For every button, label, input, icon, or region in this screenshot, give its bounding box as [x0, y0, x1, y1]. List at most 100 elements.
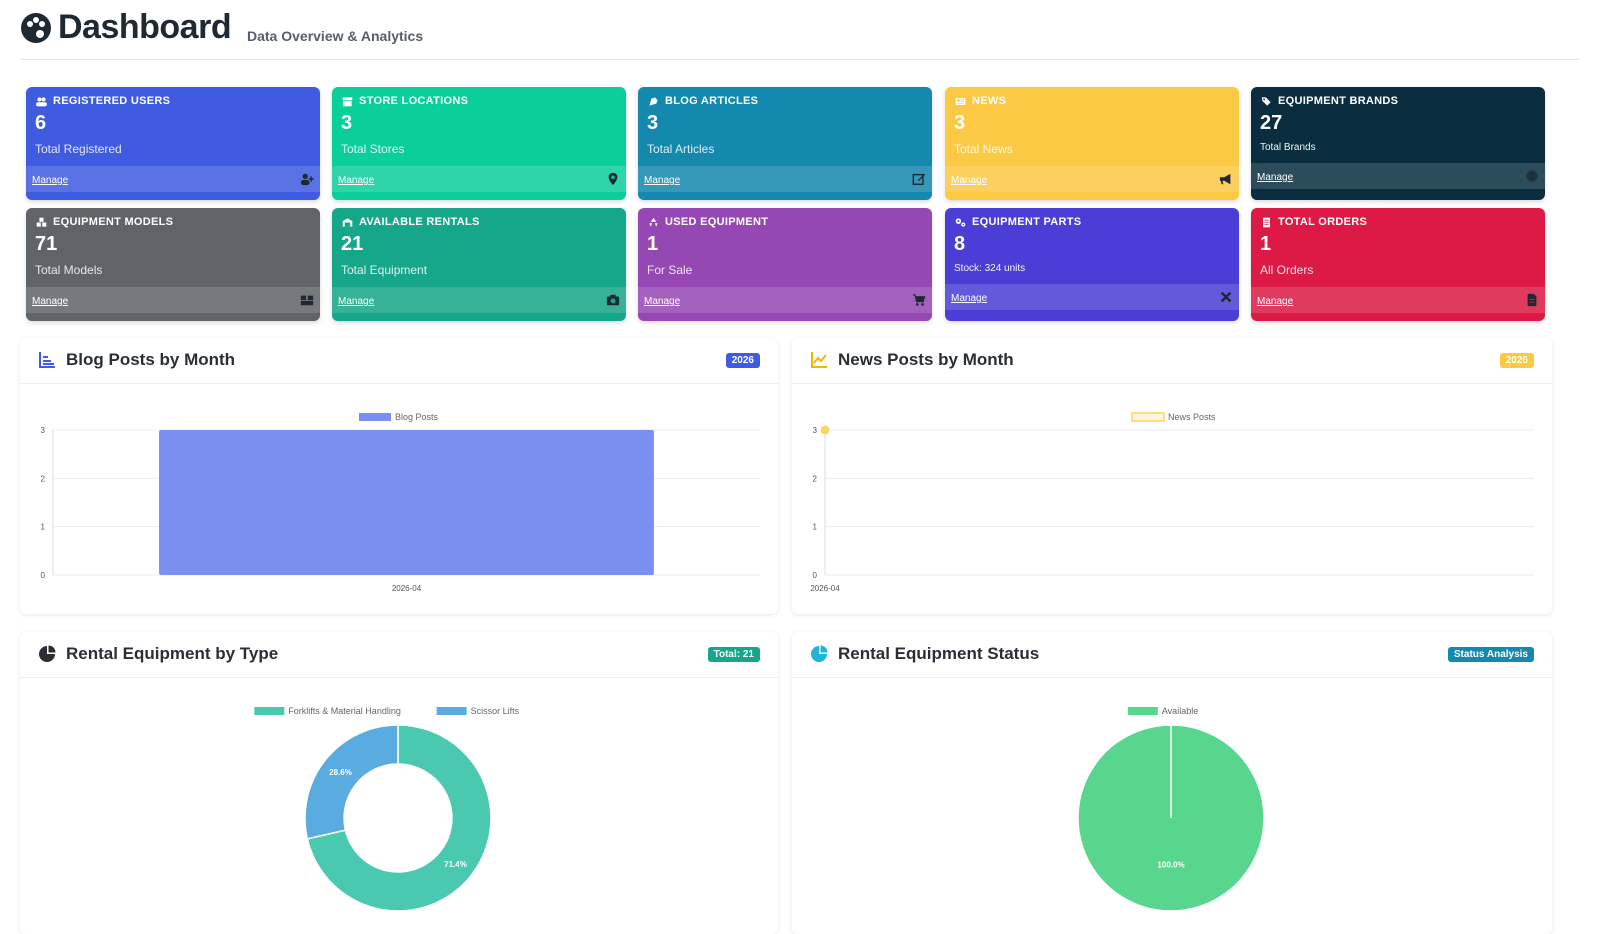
tools-icon[interactable] — [1219, 290, 1233, 304]
card-value: 6 — [35, 112, 47, 134]
store-icon — [342, 96, 353, 106]
card-value: 21 — [341, 233, 364, 255]
receipt-icon — [1263, 217, 1270, 227]
legend-label: Scissor Lifts — [471, 706, 520, 716]
newspaper-icon — [955, 97, 966, 105]
card-total-orders[interactable]: TOTAL ORDERS 1 All Orders Manage — [1251, 208, 1545, 321]
card-value: 27 — [1260, 112, 1283, 134]
legend-label: Blog Posts — [395, 412, 439, 422]
data-point — [820, 425, 830, 435]
card-used-equipment[interactable]: USED EQUIPMENT 1 For Sale Manage — [638, 208, 932, 321]
rental-status-panel: Rental Equipment Status Status Analysis … — [792, 632, 1552, 934]
x-tick-label: 2026-04 — [392, 584, 422, 593]
rental-type-chart: Forklifts & Material Handling Scissor Lif… — [254, 706, 520, 912]
y-tick-label: 3 — [41, 426, 46, 435]
card-subtitle: Total Registered — [35, 142, 122, 156]
card-title: USED EQUIPMENT — [665, 216, 769, 228]
warehouse-icon — [342, 217, 353, 227]
manage-link[interactable]: Manage — [32, 296, 69, 307]
legend-swatch — [1127, 707, 1158, 715]
legend-swatch — [436, 707, 467, 715]
recycle-icon — [649, 217, 658, 227]
panel-header: Rental Equipment Status Status Analysis — [792, 632, 1552, 678]
manage-link[interactable]: Manage — [1257, 172, 1294, 183]
manage-link[interactable]: Manage — [338, 175, 375, 186]
edit-icon[interactable] — [912, 172, 926, 186]
card-footer: Manage — [332, 287, 626, 313]
card-equipment-models[interactable]: EQUIPMENT MODELS 71 Total Models Manage — [26, 208, 320, 321]
card-value: 8 — [954, 233, 966, 255]
card-subtitle: For Sale — [647, 263, 693, 277]
card-value: 3 — [647, 112, 659, 134]
slice-label: 71.4% — [444, 860, 467, 869]
panel-title: News Posts by Month — [838, 350, 1014, 369]
year-badge: 2026 — [725, 353, 760, 368]
cart-icon[interactable] — [912, 293, 926, 307]
card-subtitle: Total Stores — [341, 142, 405, 156]
card-title: REGISTERED USERS — [53, 95, 171, 107]
boxes-icon[interactable] — [300, 293, 314, 307]
users-icon — [36, 96, 47, 106]
card-blog-articles[interactable]: BLOG ARTICLES 3 Total Articles Manage — [638, 87, 932, 200]
card-title: EQUIPMENT BRANDS — [1278, 95, 1399, 107]
card-value: 3 — [954, 112, 966, 134]
card-footer: Manage — [26, 287, 320, 313]
legend-swatch — [359, 413, 391, 421]
page-subtitle: Data Overview & Analytics — [247, 28, 424, 44]
card-subtitle: Total Articles — [647, 142, 715, 156]
card-equipment-brands[interactable]: EQUIPMENT BRANDS 27 Total Brands Manage — [1251, 87, 1545, 200]
y-tick-label: 2 — [41, 474, 46, 483]
panel-header: Rental Equipment by Type Total: 21 — [20, 632, 778, 678]
card-available-rentals[interactable]: AVAILABLE RENTALS 21 Total Equipment Man… — [332, 208, 626, 321]
map-pin-icon[interactable] — [606, 172, 620, 186]
card-subtitle: Total Brands — [1260, 142, 1316, 153]
megaphone-icon[interactable] — [1219, 172, 1233, 186]
card-title: NEWS — [972, 95, 1007, 107]
camera-icon[interactable] — [606, 293, 620, 307]
x-tick-label: 2026-04 — [810, 584, 840, 593]
manage-link[interactable]: Manage — [1257, 296, 1294, 307]
card-subtitle: Total Models — [35, 263, 103, 277]
card-footer: Manage — [945, 166, 1239, 192]
card-news[interactable]: NEWS 3 Total News Manage — [945, 87, 1239, 200]
manage-link[interactable]: Manage — [644, 175, 681, 186]
card-registered-users[interactable]: REGISTERED USERS 6 Total Registered Mana… — [26, 87, 320, 200]
slice-label: 28.6% — [329, 768, 352, 777]
card-title: STORE LOCATIONS — [359, 95, 469, 107]
y-tick-label: 2 — [813, 474, 818, 483]
card-footer: Manage — [945, 284, 1239, 310]
card-subtitle: Total Equipment — [341, 263, 428, 277]
bar — [159, 430, 654, 575]
card-footer: Manage — [638, 287, 932, 313]
status-badge: Status Analysis — [1447, 647, 1534, 662]
manage-link[interactable]: Manage — [32, 175, 69, 186]
card-store-locations[interactable]: STORE LOCATIONS 3 Total Stores Manage — [332, 87, 626, 200]
manage-link[interactable]: Manage — [644, 296, 681, 307]
card-subtitle: Stock: 324 units — [954, 263, 1026, 274]
card-equipment-parts[interactable]: EQUIPMENT PARTS 8 Stock: 324 units Manag… — [945, 208, 1239, 321]
legend-swatch — [1131, 412, 1165, 422]
card-value: 3 — [341, 112, 353, 134]
blog-icon — [649, 96, 658, 106]
pie-slice — [306, 724, 492, 912]
card-title: BLOG ARTICLES — [665, 95, 759, 107]
manage-link[interactable]: Manage — [338, 296, 375, 307]
copyright-icon[interactable] — [1525, 169, 1539, 183]
bar-chart-icon — [39, 352, 55, 368]
card-footer: Manage — [332, 166, 626, 192]
card-title: EQUIPMENT MODELS — [53, 216, 174, 228]
slice-label: 100.0% — [1157, 861, 1184, 870]
pie-slice — [304, 724, 399, 840]
manage-link[interactable]: Manage — [951, 293, 988, 304]
file-icon[interactable] — [1525, 293, 1539, 307]
card-value: 71 — [35, 233, 58, 255]
page-header: Dashboard Data Overview & Analytics — [20, 8, 1580, 60]
y-tick-label: 0 — [813, 571, 818, 580]
card-subtitle: All Orders — [1260, 263, 1314, 277]
line-chart-icon — [811, 352, 827, 368]
panel-header: News Posts by Month 2026 — [792, 338, 1552, 384]
card-footer: Manage — [1251, 287, 1545, 313]
manage-link[interactable]: Manage — [951, 175, 988, 186]
legend-label: News Posts — [1168, 412, 1216, 422]
user-plus-icon[interactable] — [300, 172, 314, 186]
